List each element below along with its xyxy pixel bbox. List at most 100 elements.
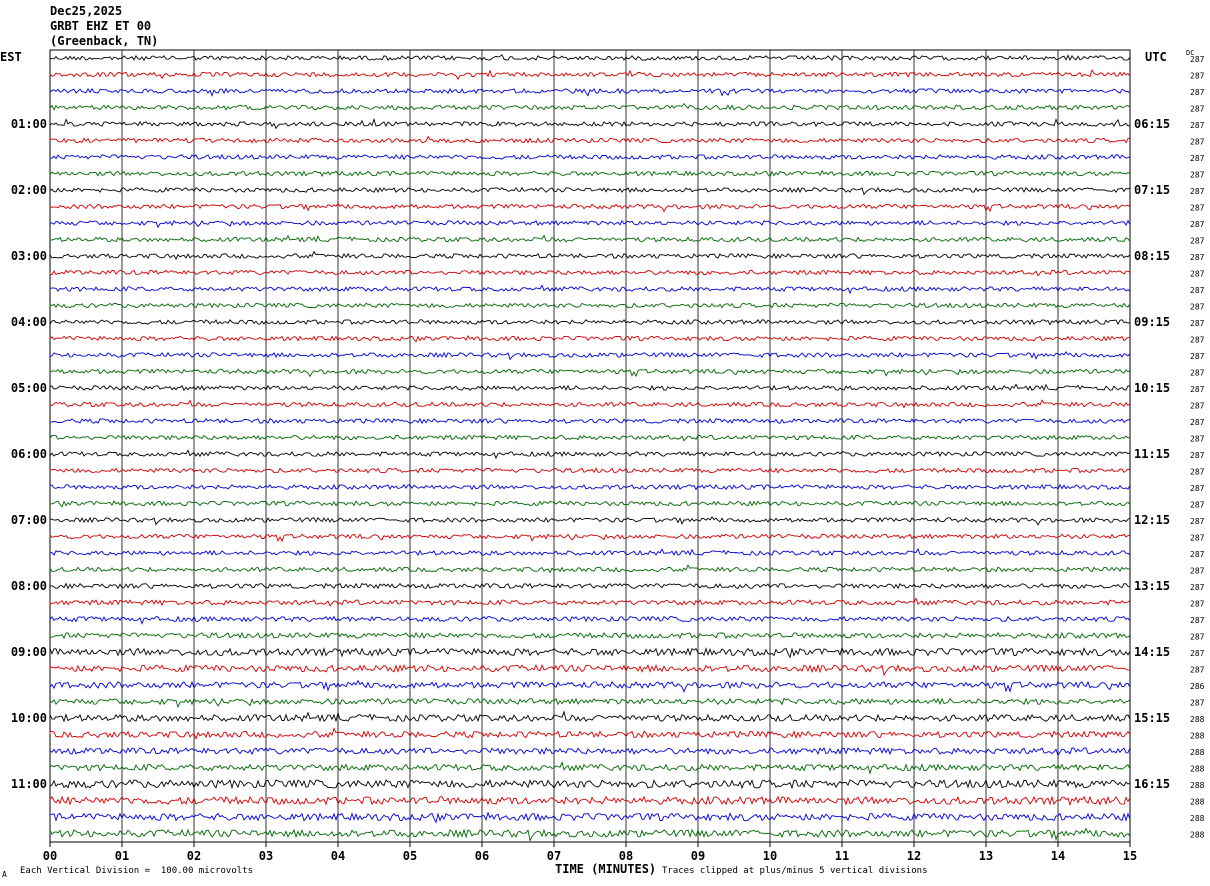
dc-value: 287	[1190, 253, 1205, 262]
right-hour-label: 15:15	[1134, 711, 1170, 725]
dc-value: 287	[1190, 352, 1205, 361]
seismic-trace	[49, 747, 1131, 757]
x-tick-label: 10	[763, 849, 777, 863]
seismic-trace	[49, 399, 1131, 409]
seismic-trace	[49, 795, 1131, 807]
dc-label: DC	[1186, 49, 1195, 57]
clip-note: Traces clipped at plus/minus 5 vertical …	[662, 866, 928, 876]
dc-value: 288	[1190, 781, 1205, 790]
x-tick-label: 11	[835, 849, 849, 863]
dc-value: 288	[1190, 732, 1205, 741]
x-tick-label: 13	[979, 849, 993, 863]
left-hour-label: 09:00	[11, 645, 47, 659]
seismic-trace	[49, 69, 1131, 81]
dc-value: 287	[1190, 369, 1205, 378]
dc-value: 287	[1190, 55, 1205, 64]
dc-value: 287	[1190, 550, 1205, 559]
chart-date: Dec25,2025	[50, 4, 123, 18]
left-hour-label: 03:00	[11, 249, 47, 263]
seismic-trace	[49, 250, 1131, 260]
seismic-trace	[49, 533, 1131, 543]
corner-mark: A	[2, 870, 7, 879]
right-hour-label: 16:15	[1134, 777, 1170, 791]
seismic-trace	[49, 219, 1131, 229]
dc-value: 286	[1190, 682, 1205, 691]
seismic-trace	[49, 760, 1131, 775]
seismic-trace	[49, 284, 1131, 295]
dc-value: 288	[1190, 748, 1205, 757]
plot-frame	[49, 49, 1131, 843]
seismic-trace	[49, 564, 1131, 574]
dc-value: 287	[1190, 583, 1205, 592]
seismic-trace	[49, 383, 1131, 392]
left-hour-label: 02:00	[11, 183, 47, 197]
dc-value: 287	[1190, 303, 1205, 312]
x-tick-label: 01	[115, 849, 129, 863]
seismic-trace	[49, 202, 1131, 213]
x-tick-label: 04	[331, 849, 345, 863]
chart-location: (Greenback, TN)	[50, 34, 159, 48]
dc-value: 287	[1190, 319, 1205, 328]
seismic-trace	[49, 269, 1131, 277]
dc-value: 287	[1190, 699, 1205, 708]
dc-value: 287	[1190, 121, 1205, 130]
dc-value: 287	[1190, 204, 1205, 213]
dc-value: 287	[1190, 649, 1205, 658]
seismic-trace	[49, 499, 1131, 508]
seismic-trace	[49, 334, 1131, 343]
seismic-trace	[49, 87, 1131, 97]
dc-value: 287	[1190, 451, 1205, 460]
seismic-trace	[49, 318, 1131, 326]
seismic-trace	[49, 646, 1131, 659]
right-hour-label: 09:15	[1134, 315, 1170, 329]
x-tick-label: 12	[907, 849, 921, 863]
seismic-trace	[49, 417, 1131, 425]
dc-value: 288	[1190, 831, 1205, 840]
seismic-trace	[49, 102, 1131, 111]
dc-value: 287	[1190, 154, 1205, 163]
chart-station: GRBT EHZ ET 00	[50, 19, 152, 33]
dc-value: 287	[1190, 616, 1205, 625]
dc-value: 287	[1190, 72, 1205, 81]
dc-value: 287	[1190, 501, 1205, 510]
dc-value: 287	[1190, 237, 1205, 246]
dc-value: 287	[1190, 435, 1205, 444]
seismic-trace	[49, 679, 1131, 693]
seismic-trace	[49, 169, 1131, 178]
right-hour-label: 06:15	[1134, 117, 1170, 131]
dc-value: 287	[1190, 171, 1205, 180]
x-tick-label: 07	[547, 849, 561, 863]
right-hour-label: 10:15	[1134, 381, 1170, 395]
dc-value: 287	[1190, 484, 1205, 493]
seismic-trace	[49, 597, 1131, 607]
seismic-trace	[49, 186, 1131, 196]
dc-value: 287	[1190, 270, 1205, 279]
right-timezone-label: UTC	[1145, 50, 1167, 64]
vertical-division-note: Each Vertical Division = 100.00 microvol…	[20, 866, 253, 876]
right-hour-label: 11:15	[1134, 447, 1170, 461]
dc-value: 288	[1190, 765, 1205, 774]
dc-value: 287	[1190, 633, 1205, 642]
seismic-trace	[49, 697, 1131, 709]
right-hour-label: 08:15	[1134, 249, 1170, 263]
left-hour-label: 05:00	[11, 381, 47, 395]
left-timezone-label: EST	[0, 50, 22, 64]
seismic-trace	[49, 615, 1131, 625]
dc-value: 288	[1190, 814, 1205, 823]
dc-value: 287	[1190, 88, 1205, 97]
seismic-trace	[49, 302, 1131, 309]
seismic-trace	[49, 582, 1131, 590]
seismic-trace	[49, 483, 1131, 491]
dc-value: 287	[1190, 468, 1205, 477]
dc-value: 287	[1190, 138, 1205, 147]
dc-value: 287	[1190, 567, 1205, 576]
dc-value: 288	[1190, 798, 1205, 807]
dc-value: 287	[1190, 385, 1205, 394]
right-hour-label: 12:15	[1134, 513, 1170, 527]
seismic-trace	[49, 710, 1131, 723]
seismic-trace	[49, 135, 1131, 144]
x-tick-label: 05	[403, 849, 417, 863]
seismic-trace	[49, 54, 1131, 62]
dc-value: 287	[1190, 187, 1205, 196]
